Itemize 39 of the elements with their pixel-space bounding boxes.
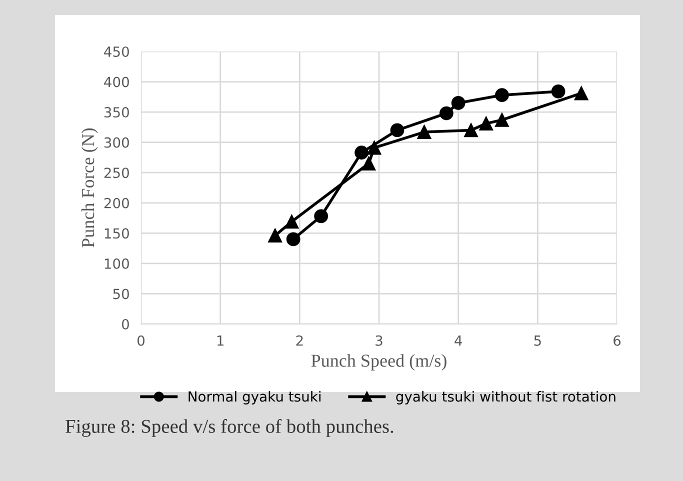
point [551,84,566,98]
x-tick-label: 5 [534,336,541,346]
y-tick-label: 200 [104,198,129,208]
x-tick-label: 4 [454,336,462,346]
y-tick-label: 150 [104,228,129,239]
y-tick-label: 0 [122,318,129,330]
point [314,209,328,224]
x-axis-title: Punch Speed (m/s) [311,354,446,370]
point [286,232,300,246]
point [362,156,376,170]
point [439,106,454,120]
point [479,116,494,131]
caption: Figure 8: Speed v/s force of both punches. [66,419,394,437]
point [574,86,588,100]
point [284,214,299,229]
y-tick-label: 400 [104,76,129,88]
x-tick-label: 3 [376,335,382,346]
y-tick-label: 450 [104,46,129,57]
y-tick-label: 100 [104,258,129,269]
point [367,140,382,155]
point [495,88,509,102]
x-tick-label: 1 [217,336,224,346]
y-axis-title: Punch Force (N) [81,128,98,248]
point [495,112,509,127]
x-tick-label: 0 [137,335,144,346]
y-tick-label: 350 [104,107,129,118]
y-tick-label: 50 [113,288,129,300]
point [390,123,404,138]
point [451,96,466,110]
point [354,146,368,160]
point [417,125,432,139]
legend-label: Normal gyaku tsuki [188,391,320,404]
y-tick-label: 250 [104,168,129,178]
point [268,228,282,243]
y-tick-label: 300 [104,137,129,148]
x-tick-label: 2 [296,335,303,346]
legend-label: gyaku tsuki without fist rotation [396,391,616,404]
x-tick-label: 6 [614,335,621,346]
point [464,123,478,138]
